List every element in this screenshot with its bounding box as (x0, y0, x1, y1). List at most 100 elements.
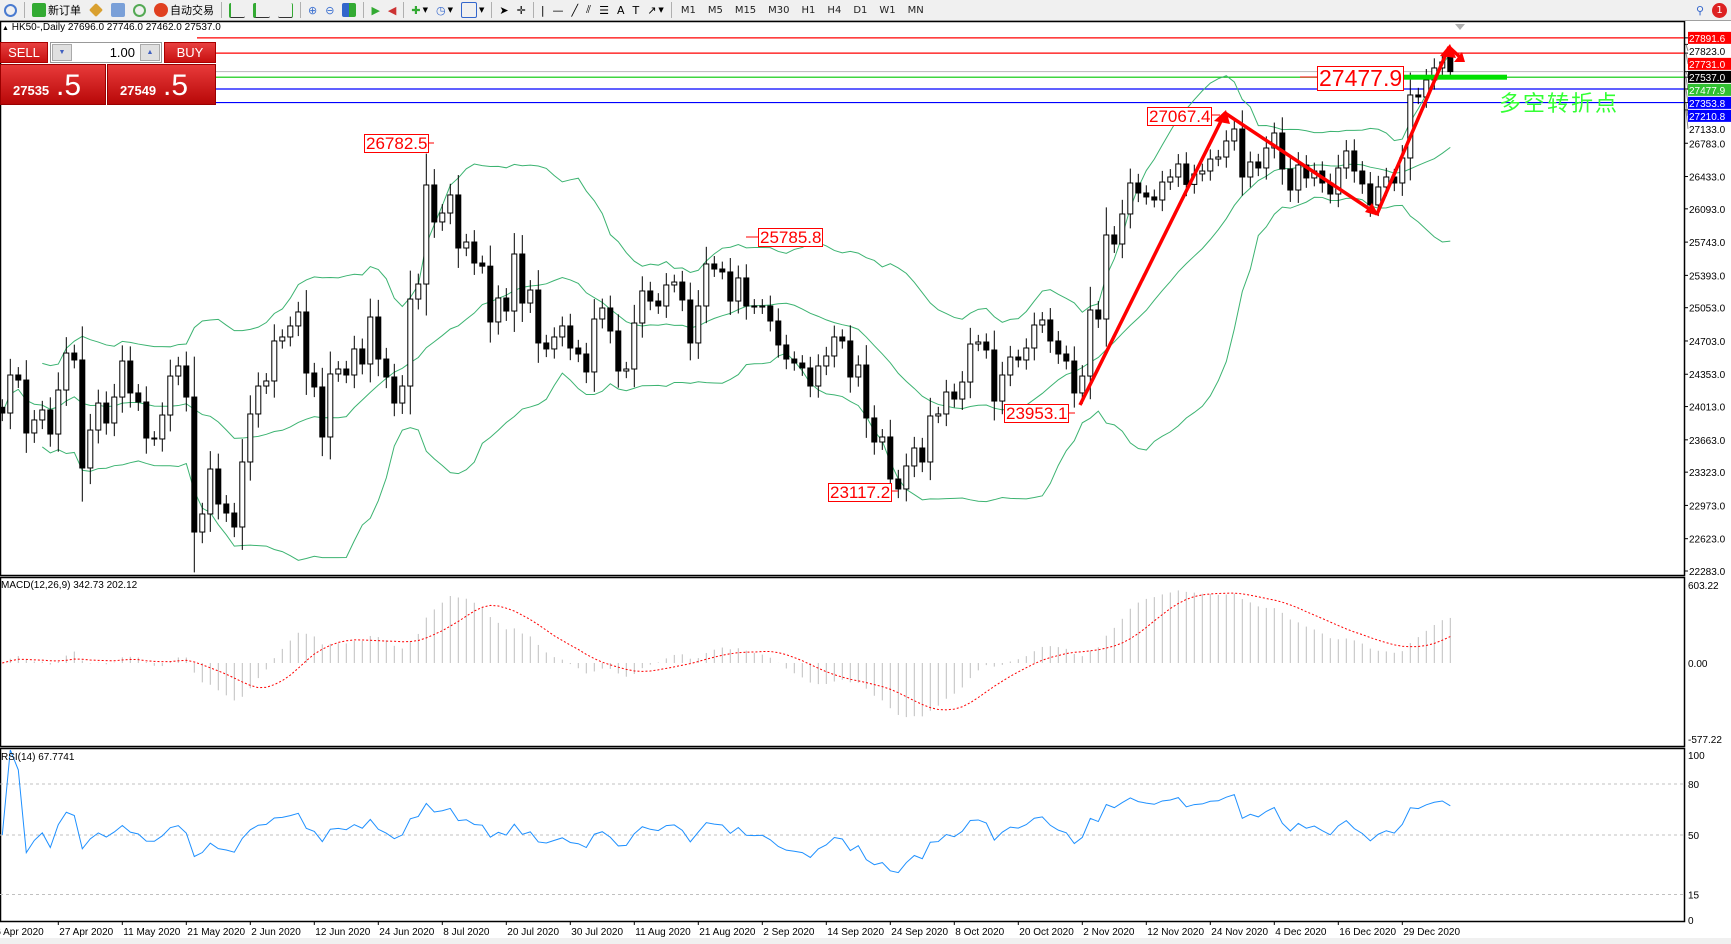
timeframe-h4[interactable]: H4 (827, 4, 842, 16)
candle-body (359, 348, 366, 365)
timeframe-m5[interactable]: M5 (707, 4, 723, 16)
bar-chart-button[interactable] (225, 1, 249, 19)
candle (143, 386, 150, 454)
new-order-button[interactable]: 新订单 (28, 1, 85, 19)
annotation-pivot-label[interactable]: 27477.9 (1317, 65, 1405, 91)
candle (1407, 72, 1414, 181)
candle-body (223, 503, 230, 514)
market-watch-button[interactable] (85, 1, 107, 19)
text-label-button[interactable]: T (628, 1, 643, 19)
periods-button[interactable]: ◷ ▼ (432, 1, 457, 19)
annotation-high-label[interactable]: 26782.5 (364, 134, 430, 153)
candle (615, 314, 622, 388)
date-axis-label: 24 Sep 2020 (891, 927, 948, 938)
candle-chart-button[interactable] (249, 1, 274, 19)
annotation-low-label[interactable]: 23953.1 (1004, 404, 1070, 423)
lot-size-input[interactable]: ▼ 1.00 ▲ (50, 42, 162, 63)
trend-arrow-line (1224, 111, 1378, 216)
candle (391, 363, 398, 417)
arrowhead-icon (1214, 110, 1230, 124)
axes: 27891.6 27823.0 27731.0 27537.0 27477.9 27353… (0, 31, 1731, 944)
candle (431, 169, 438, 238)
search-button[interactable]: ⚲ (1692, 1, 1708, 19)
zoom-out-button[interactable]: ⊖ (321, 1, 338, 19)
pivot-point-text[interactable]: 多空转折点 (1499, 92, 1620, 117)
candle (799, 355, 806, 376)
text-button[interactable]: A (613, 1, 629, 19)
sell-button[interactable]: SELL (0, 42, 48, 63)
candle (215, 453, 222, 520)
timeframe-d1[interactable]: D1 (853, 4, 868, 16)
candle (231, 502, 238, 538)
buy-button[interactable]: BUY (164, 42, 216, 63)
channel-button[interactable]: ⫽ (582, 1, 595, 19)
dropdown-icon: ▼ (478, 6, 485, 14)
label-connector (1685, 44, 1689, 52)
candle-body (1287, 168, 1294, 191)
price-axis-label: 22623.0 (1689, 535, 1726, 546)
crosshair-button[interactable]: ✛ (513, 1, 530, 19)
chart-shift-button[interactable]: ◀ (384, 1, 400, 19)
timeframe-w1[interactable]: W1 (879, 4, 896, 16)
dropdown-icon: ▼ (658, 6, 664, 14)
cursor-button[interactable]: ➤ (495, 1, 512, 19)
candle-body (663, 284, 670, 307)
lot-decrease-button[interactable]: ▼ (52, 44, 72, 61)
timeframe-mn[interactable]: MN (907, 4, 924, 16)
candle (327, 351, 334, 460)
timeframe-h1[interactable]: H1 (801, 4, 816, 16)
timeframe-m1[interactable]: M1 (680, 4, 696, 16)
candle (1071, 346, 1078, 408)
template-icon (460, 2, 477, 18)
zoom-in-button[interactable]: ⊕ (304, 1, 321, 19)
candle-body (1063, 353, 1070, 362)
trend-arrows[interactable] (425, 24, 1507, 492)
sell-price-button[interactable]: 27535 .5 (0, 64, 106, 105)
candle-body (1271, 132, 1278, 149)
label-connector (1685, 53, 1689, 64)
collapse-icon[interactable]: ▲ (2, 25, 9, 32)
candle (7, 358, 14, 430)
candle (663, 273, 670, 318)
notifications-button[interactable]: 1 (1708, 1, 1731, 19)
candle (159, 402, 166, 452)
line-chart-button[interactable] (274, 1, 297, 19)
arrows-button[interactable]: ↗ ▼ (643, 1, 668, 19)
terminal-button[interactable] (107, 1, 129, 19)
zoom-in-icon: ⊕ (308, 3, 318, 17)
candle (479, 255, 486, 274)
candle (1063, 345, 1070, 370)
candle-body (775, 320, 782, 346)
candle-body (1015, 356, 1022, 361)
annotation-high-label[interactable]: 27067.4 (1147, 107, 1213, 126)
candle-body (583, 353, 590, 373)
candle-body (279, 336, 286, 342)
timeframe-m30[interactable]: M30 (768, 4, 790, 16)
trendline-button[interactable]: ╱ (568, 1, 583, 19)
vertical-line-button[interactable]: | (537, 1, 549, 19)
zoom-window-button[interactable] (0, 1, 21, 19)
candle-body (607, 307, 614, 332)
candle (1111, 226, 1118, 253)
price-axis-label: 25743.0 (1689, 238, 1726, 249)
annotation-high-label[interactable]: 25785.8 (758, 228, 824, 247)
date-axis-label: 20 Oct 2020 (1019, 927, 1074, 938)
auto-scroll-button[interactable]: ▶ (367, 1, 383, 19)
price-level-tag (1688, 31, 1731, 44)
templates-button[interactable]: ▼ (457, 1, 488, 19)
candle (687, 282, 694, 361)
tile-windows-button[interactable] (338, 1, 360, 19)
auto-trading-button[interactable]: 自动交易 (150, 1, 218, 19)
candle (775, 308, 782, 358)
indicators-button[interactable]: ✚ ▼ (407, 1, 432, 19)
candle-body (471, 241, 478, 264)
candle-body (1247, 161, 1254, 178)
buy-price-button[interactable]: 27549 .5 (107, 64, 216, 105)
fibonacci-button[interactable]: ☰ (595, 1, 613, 19)
signals-button[interactable] (129, 1, 150, 19)
timeframe-m15[interactable]: M15 (734, 4, 757, 16)
lot-increase-button[interactable]: ▲ (140, 44, 160, 61)
horizontal-line-button[interactable]: — (549, 1, 568, 19)
annotation-low-label[interactable]: 23117.2 (828, 483, 893, 502)
